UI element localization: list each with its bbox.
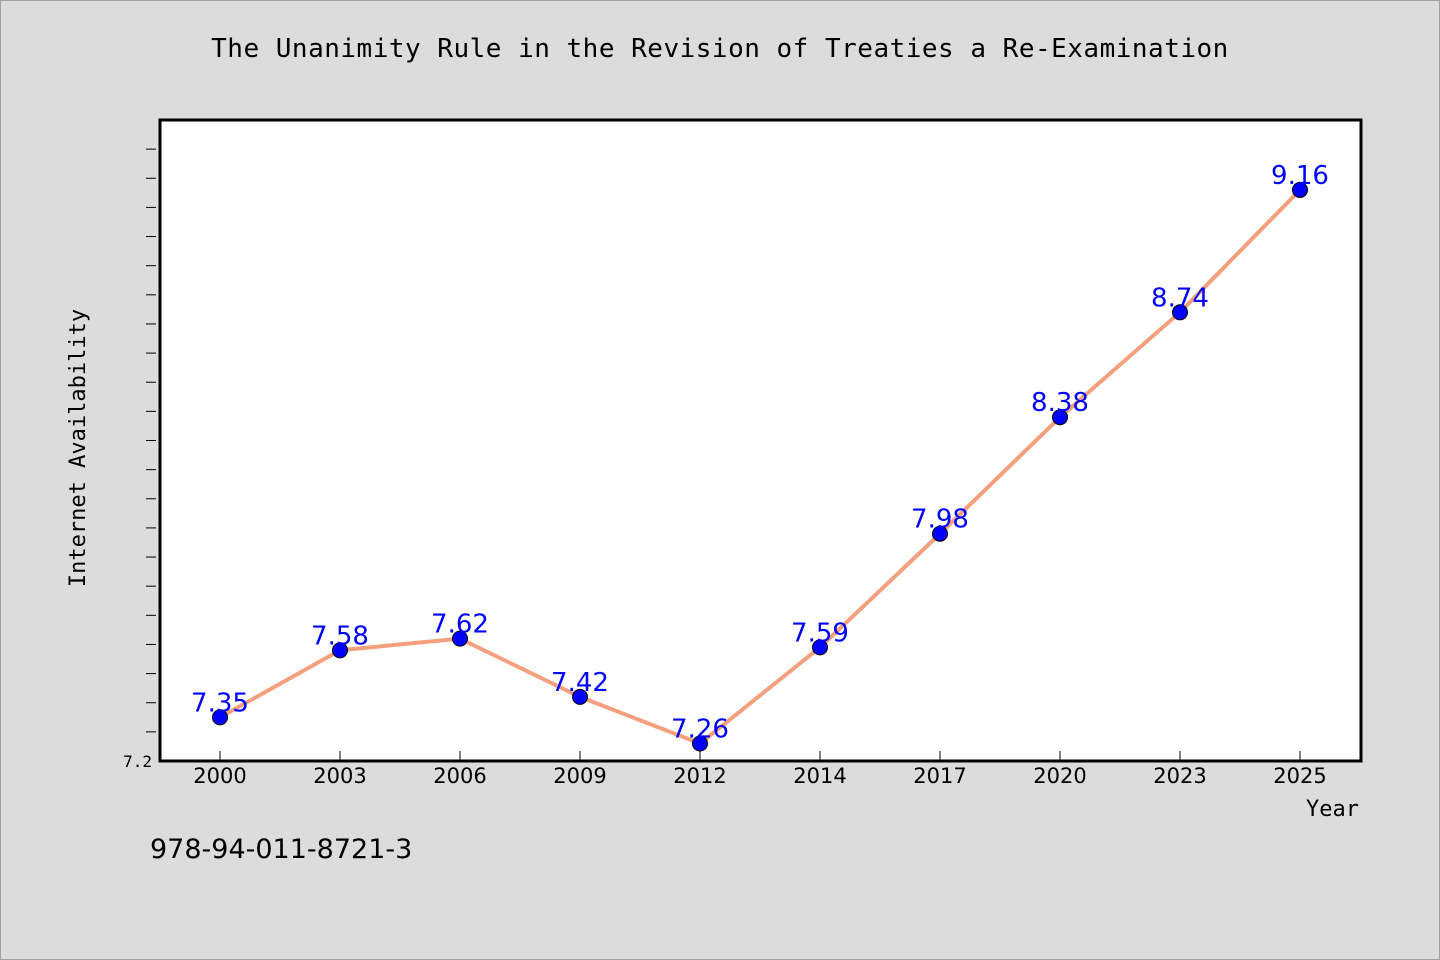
data-labels: 7.35 7.58 7.62 7.42 7.26 7.59 7.98 8.38 8.74 9.16 (191, 161, 1329, 745)
data-label: 9.16 (1271, 161, 1329, 191)
x-tick-label: 2017 (913, 764, 966, 788)
series-line (218, 187, 1302, 746)
series-line-group (218, 187, 1302, 746)
data-point (932, 525, 948, 542)
data-point (332, 642, 348, 659)
x-tick-label: 2025 (1273, 764, 1326, 788)
data-label: 7.98 (911, 505, 969, 535)
data-point (1292, 181, 1308, 198)
x-axis-ticks (219, 751, 1301, 761)
x-tick-label: 2009 (553, 764, 606, 788)
x-tick-label: 2012 (673, 764, 726, 788)
data-point (572, 688, 588, 705)
data-label: 7.58 (311, 621, 369, 651)
data-label: 7.26 (671, 715, 729, 745)
data-point (692, 735, 708, 752)
x-tick-label: 2014 (793, 764, 846, 788)
x-axis-label: Year (1306, 797, 1359, 822)
y-axis-ticks (146, 148, 156, 733)
x-tick-label: 2020 (1033, 764, 1086, 788)
x-tick-label: 2006 (433, 764, 486, 788)
data-point (1172, 304, 1188, 321)
data-point (1052, 409, 1068, 426)
data-point (812, 639, 828, 656)
y-tick-label: 7.2 (123, 752, 152, 771)
data-point (452, 630, 468, 647)
plot-area (158, 118, 1363, 763)
data-label: 7.35 (191, 688, 249, 718)
data-label: 7.42 (551, 668, 609, 698)
data-label: 8.38 (1031, 388, 1089, 418)
y-axis-tick-labels: 7.2 (123, 752, 152, 771)
data-label: 7.62 (431, 610, 489, 640)
x-tick-label: 2023 (1153, 764, 1206, 788)
data-markers (212, 181, 1308, 752)
y-axis-label: Internet Availability (66, 309, 91, 587)
data-label: 8.74 (1151, 283, 1209, 313)
x-tick-label: 2000 (193, 764, 246, 788)
x-tick-label: 2003 (313, 764, 366, 788)
x-axis-tick-labels: 2000 2003 2006 2009 2012 2014 2017 2020 2023 2025 (193, 764, 1326, 788)
data-label: 7.59 (791, 618, 849, 648)
isbn-text: 978-94-011-8721-3 (150, 834, 413, 865)
data-point (212, 709, 228, 726)
chart-title: The Unanimity Rule in the Revision of Tr… (211, 34, 1229, 64)
